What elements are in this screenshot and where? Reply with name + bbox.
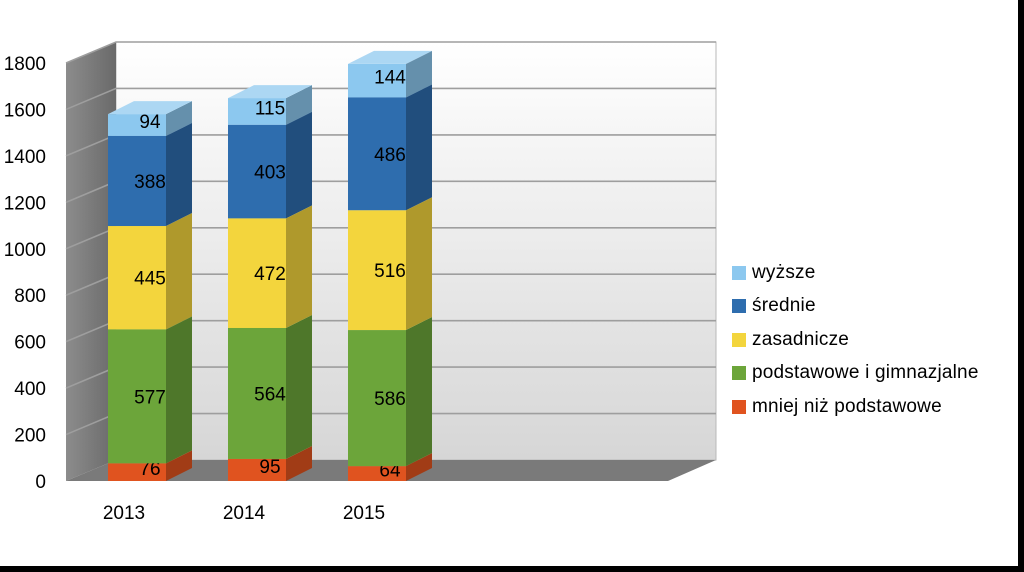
data-label: 577 [134, 387, 166, 408]
y-tick-label: 1800 [4, 54, 46, 75]
bar-segment-side [166, 213, 192, 330]
bar-segment-top [348, 50, 432, 64]
bar-segment [348, 97, 406, 211]
bar-segment [108, 135, 166, 227]
bar-segment-side [406, 453, 432, 481]
legend-label: podstawowe i gimnazjalne [752, 362, 979, 384]
y-tick-label: 1600 [4, 100, 46, 121]
data-label: 144 [374, 68, 406, 89]
legend-label: średnie [752, 295, 816, 317]
bar-segment [348, 466, 406, 481]
bar-segment [348, 330, 406, 467]
bar-segment [348, 63, 406, 98]
x-tick-label: 2013 [103, 503, 145, 524]
y-tick-label: 800 [14, 286, 46, 307]
bar-segment-side [286, 445, 312, 481]
legend-item: średnie [732, 290, 979, 324]
data-label: 445 [134, 269, 166, 290]
legend-swatch [732, 332, 746, 347]
bar-segment [228, 218, 286, 328]
legend-item: zasadnicze [732, 323, 979, 357]
y-tick-label: 200 [14, 426, 46, 447]
legend-swatch [732, 299, 746, 314]
bar-segment [228, 327, 286, 459]
gridline [65, 41, 716, 64]
y-tick-label: 1200 [4, 193, 46, 214]
bar-segment [228, 458, 286, 481]
legend-item: wyższe [732, 256, 979, 290]
bar-segment [228, 98, 286, 125]
side-wall [66, 42, 116, 481]
data-label: 403 [254, 163, 286, 184]
legend-swatch [732, 265, 746, 280]
gridline [65, 87, 716, 111]
y-tick-label: 0 [35, 472, 46, 493]
legend-label: zasadnicze [752, 328, 850, 350]
bar-segment-top [108, 101, 192, 115]
bar-segment [108, 463, 166, 481]
bar-segment-side [166, 101, 192, 136]
bar-segment-side [406, 197, 432, 331]
x-tick-label: 2015 [343, 503, 385, 524]
bar-segment-side [166, 450, 192, 481]
data-label: 472 [254, 264, 286, 285]
x-tick-label: 2014 [223, 503, 266, 524]
data-label: 516 [374, 261, 406, 282]
bar-segment-side [166, 122, 192, 227]
legend-swatch [732, 366, 746, 381]
data-label: 94 [139, 112, 161, 133]
data-label: 115 [255, 98, 285, 119]
data-label: 564 [254, 384, 286, 405]
legend-item: mniej niż podstawowe [732, 390, 979, 424]
bar-segment-side [166, 316, 192, 464]
data-label: 95 [259, 457, 280, 478]
legend-label: wyższe [752, 261, 816, 283]
data-label: 586 [374, 389, 406, 410]
legend-swatch [732, 399, 746, 414]
y-tick-label: 1400 [4, 147, 46, 168]
bar-segment [108, 114, 166, 136]
data-label: 388 [134, 172, 166, 193]
data-label: 76 [139, 459, 160, 480]
legend-item: podstawowe i gimnazjalne [732, 357, 979, 391]
bar-segment-side [406, 50, 432, 98]
bar-segment-top [228, 85, 312, 99]
y-tick-label: 1000 [4, 240, 46, 261]
legend: wyższe średnie zasadnicze podstawowe i gimn… [732, 256, 979, 424]
bar-segment [108, 226, 166, 330]
bar-segment-side [286, 111, 312, 219]
bar-segment-side [286, 205, 312, 328]
legend-label: mniej niż podstawowe [752, 395, 942, 417]
bar-segment-side [286, 314, 312, 459]
bar-segment [348, 210, 406, 331]
bar-segment [228, 124, 286, 219]
bar-segment-side [286, 85, 312, 125]
data-label: 486 [374, 145, 406, 166]
y-tick-label: 400 [14, 379, 46, 400]
y-tick-label: 600 [14, 333, 46, 354]
bar-segment-side [406, 317, 432, 467]
bar-segment-side [406, 84, 432, 211]
bar-segment [108, 329, 166, 464]
